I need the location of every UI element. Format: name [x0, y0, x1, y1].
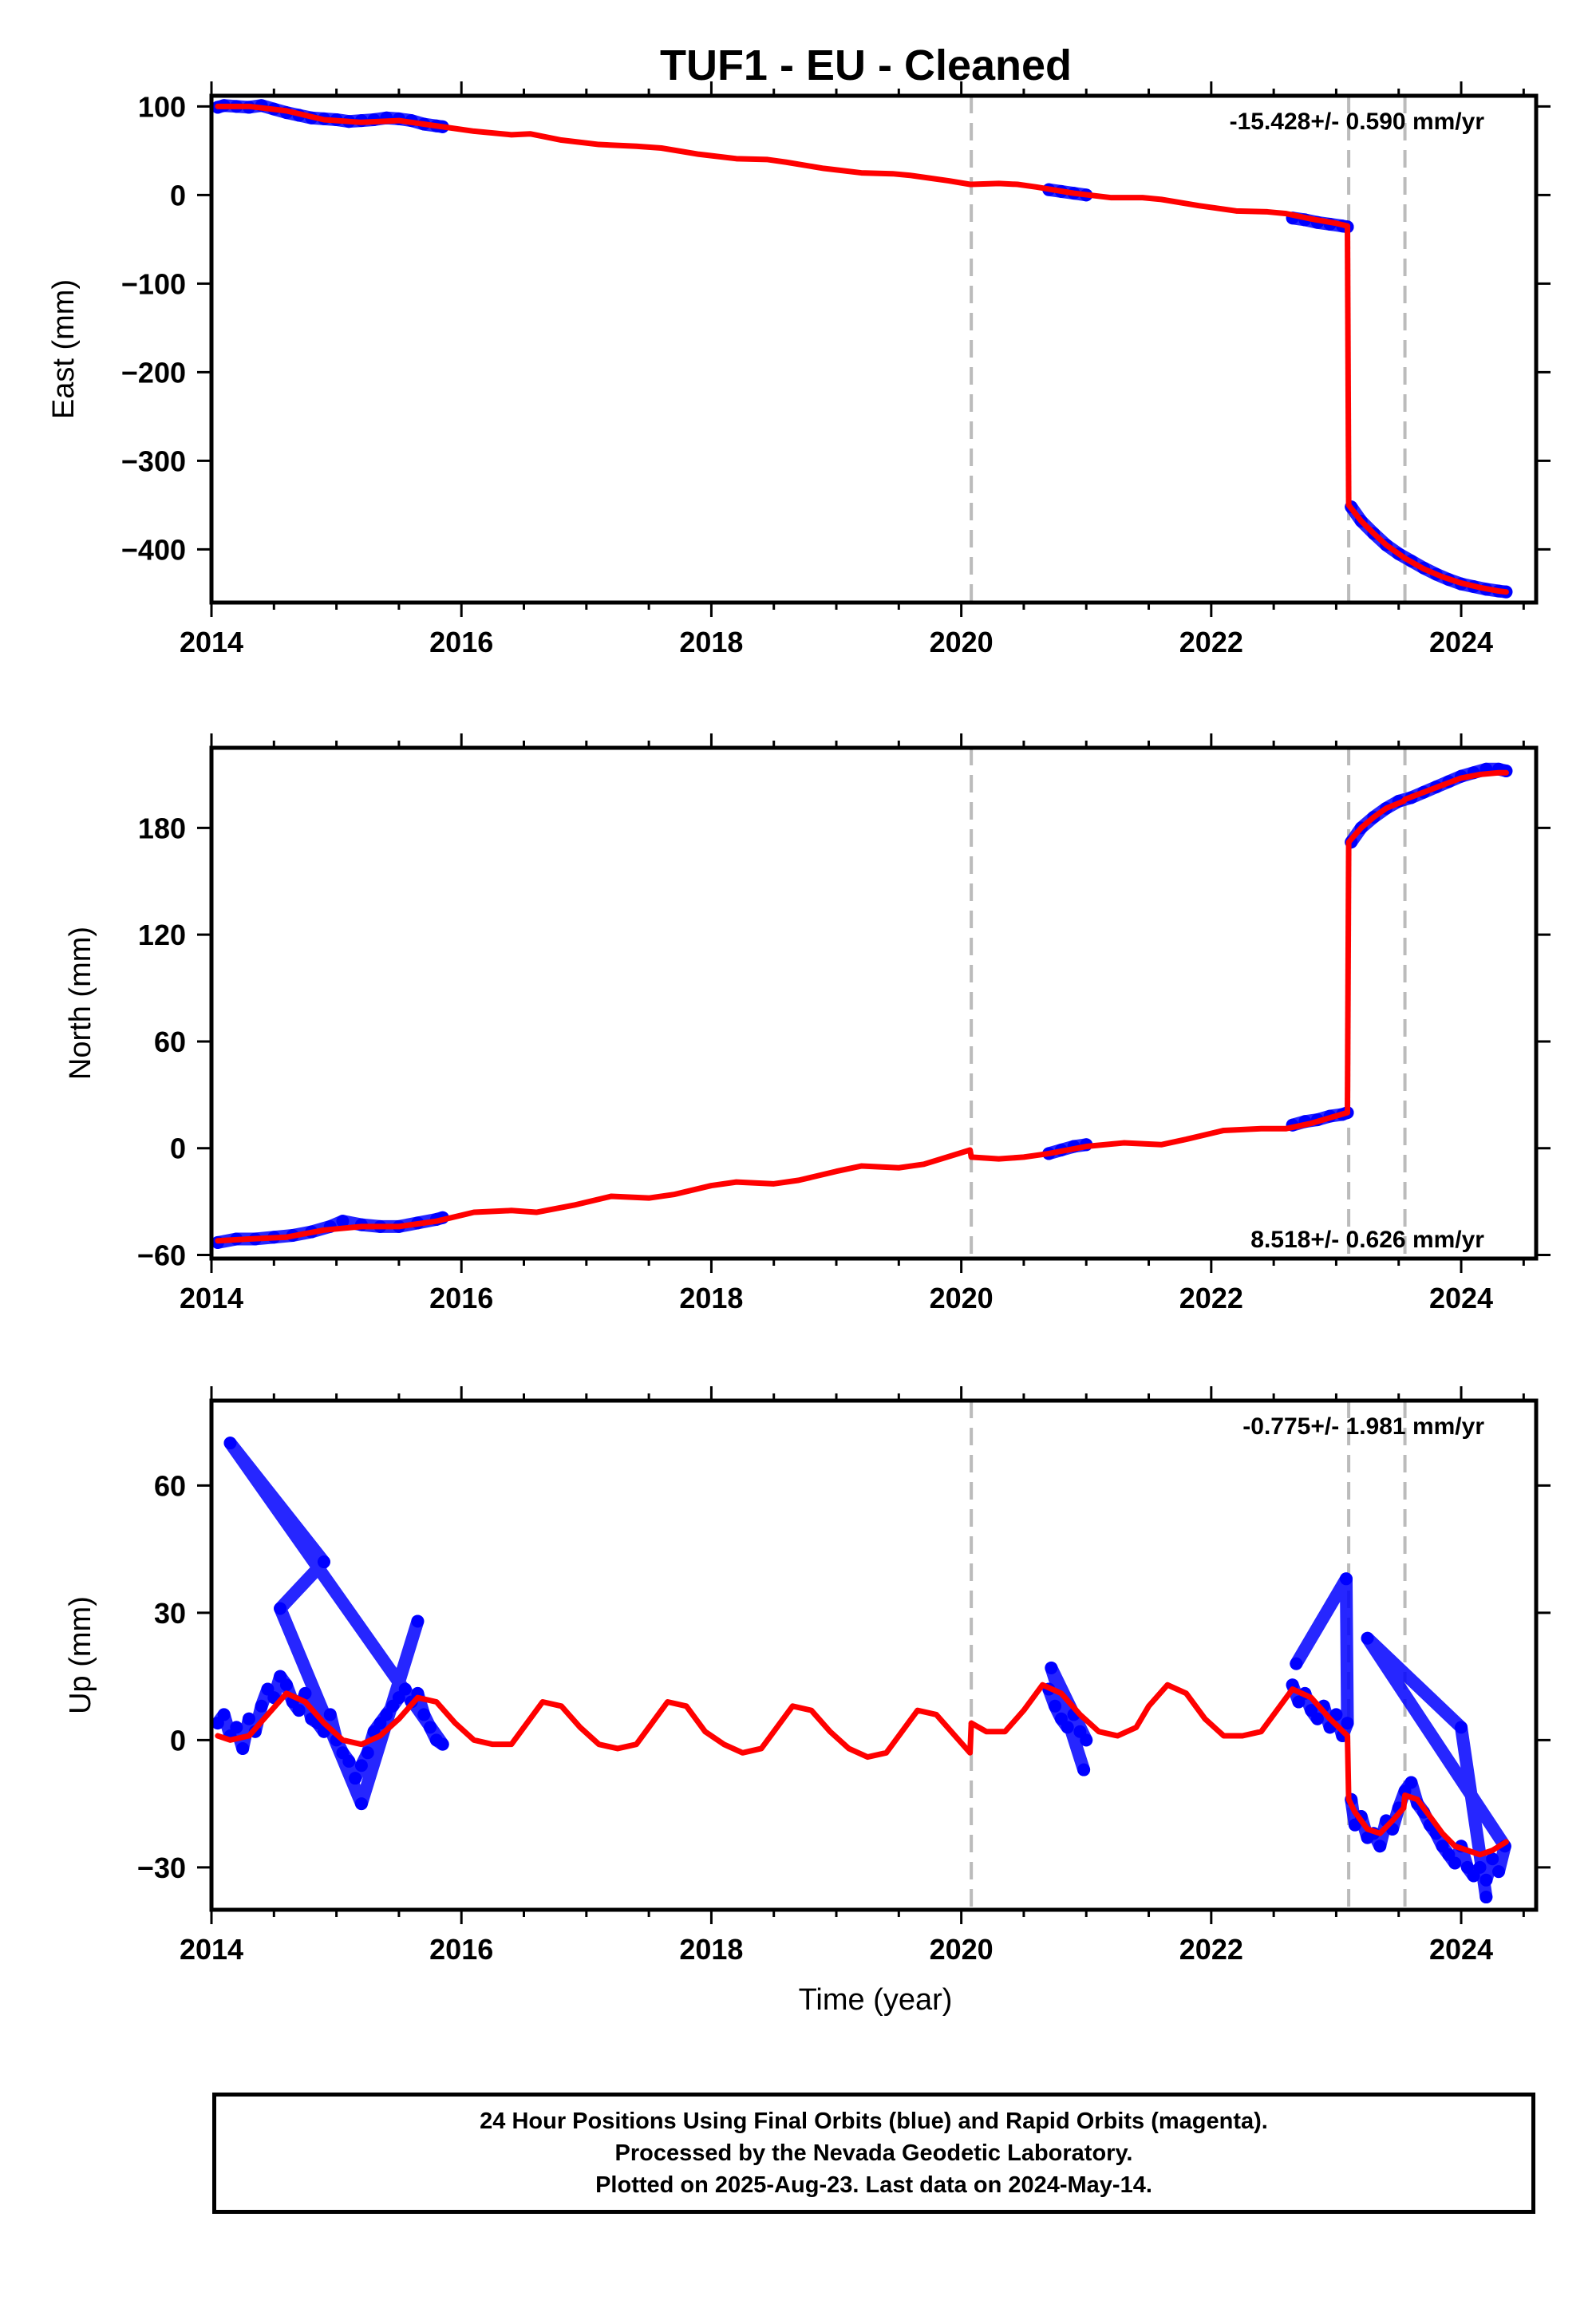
- y-tick-label: 0: [170, 179, 186, 211]
- model-fit-step: [1345, 842, 1352, 1113]
- y-axis-label: North (mm): [64, 927, 97, 1080]
- x-tick-label: 2022: [1179, 1282, 1243, 1314]
- y-tick-label: 0: [170, 1724, 186, 1757]
- model-fit-line: [968, 1682, 1351, 1739]
- y-tick-label: 0: [170, 1132, 186, 1165]
- model-fit-line: [215, 1147, 974, 1244]
- model-fit-line: [1345, 502, 1407, 560]
- x-tick-label: 2022: [1179, 1933, 1243, 1966]
- x-tick-label: 2016: [429, 1933, 493, 1966]
- y-tick-label: 180: [138, 812, 186, 844]
- x-tick-label: 2018: [679, 1933, 743, 1966]
- y-axis-label: Up (mm): [64, 1596, 97, 1714]
- y-tick-label: −200: [121, 356, 186, 389]
- model-fit-step: [1401, 797, 1408, 803]
- model-fit-line: [968, 1109, 1351, 1162]
- velocity-annotation: -0.775+/- 1.981 mm/yr: [1242, 1413, 1484, 1440]
- x-tick-label: 2014: [180, 626, 243, 658]
- y-tick-label: −30: [137, 1852, 186, 1884]
- y-tick-label: −100: [121, 267, 186, 300]
- model-fit-line: [1402, 1792, 1509, 1858]
- y-tick-label: 60: [154, 1026, 186, 1058]
- x-tick-label: 2020: [930, 626, 994, 658]
- x-tick-label: 2014: [180, 1282, 243, 1314]
- x-tick-label: 2024: [1429, 626, 1493, 658]
- model-fit-line: [215, 1690, 974, 1761]
- model-fit-step: [967, 1722, 974, 1753]
- y-tick-label: 100: [138, 90, 186, 123]
- y-tick-label: −300: [121, 445, 186, 477]
- data-point-cloud: [1345, 762, 1513, 849]
- panel-frame: [209, 745, 1539, 1261]
- model-fit-line: [1345, 1796, 1407, 1836]
- model-fit-line: [1345, 798, 1407, 845]
- footer-line-1: 24 Hour Positions Using Final Orbits (bl…: [480, 2109, 1268, 2134]
- y-tick-label: 120: [138, 919, 186, 951]
- x-tick-label: 2020: [930, 1282, 994, 1314]
- model-fit-step: [967, 1149, 974, 1158]
- model-fit-step: [1401, 555, 1407, 561]
- velocity-annotation: -15.428+/- 0.590 mm/yr: [1230, 109, 1485, 135]
- panel-north: 2014 2016 2018 2020 2022 2024 180 120 60 0 −60 Nort…: [64, 733, 1551, 1314]
- y-tick-label: 60: [154, 1469, 186, 1502]
- x-tick-label: 2024: [1429, 1933, 1493, 1966]
- footer-box: 24 Hour Positions Using Final Orbits (bl…: [212, 2093, 1535, 2214]
- model-fit-line: [215, 103, 974, 188]
- model-fit-line: [1402, 555, 1509, 595]
- panel-frame: [209, 1398, 1539, 1912]
- data-point-cloud: [1345, 1631, 1511, 1904]
- velocity-annotation: 8.518+/- 0.626 mm/yr: [1250, 1227, 1484, 1253]
- footer-line-3: Plotted on 2025-Aug-23. Last data on 202…: [595, 2172, 1152, 2198]
- panel-east: 2014 2016 2018 2020 2022 2024 100 0 −100 −200 −300…: [47, 81, 1551, 658]
- x-tick-label: 2016: [429, 626, 493, 658]
- chart-title: TUF1 - EU - Cleaned: [660, 41, 1072, 89]
- panel-frame: [209, 93, 1539, 605]
- model-fit-step: [1345, 1735, 1352, 1800]
- x-tick-label: 2022: [1179, 626, 1243, 658]
- x-tick-label: 2024: [1429, 1282, 1493, 1314]
- model-fit-step: [1345, 226, 1352, 505]
- model-fit-line: [968, 180, 1351, 229]
- x-tick-label: 2018: [679, 1282, 743, 1314]
- x-tick-label: 2016: [429, 1282, 493, 1314]
- footer-line-2: Processed by the Nevada Geodetic Laborat…: [614, 2140, 1133, 2166]
- model-fit-line: [1402, 769, 1509, 803]
- x-tick-label: 2018: [679, 626, 743, 658]
- data-point-cloud: [1345, 500, 1513, 599]
- panel-up: 2014 2016 2018 2020 2022 2024 60 30 0 −30 Up (mm) -…: [64, 1386, 1551, 1966]
- model-fit-step: [1400, 1795, 1408, 1808]
- y-axis-label: East (mm): [47, 279, 81, 419]
- x-tick-label: 2020: [930, 1933, 994, 1966]
- y-tick-label: 30: [154, 1597, 186, 1630]
- y-tick-label: −60: [137, 1239, 186, 1272]
- data-point-cloud: [1286, 1572, 1354, 1743]
- y-tick-label: −400: [121, 533, 186, 566]
- data-point-cloud: [211, 1437, 449, 1811]
- x-tick-label: 2014: [180, 1933, 243, 1966]
- x-axis-label: Time (year): [799, 1983, 953, 2017]
